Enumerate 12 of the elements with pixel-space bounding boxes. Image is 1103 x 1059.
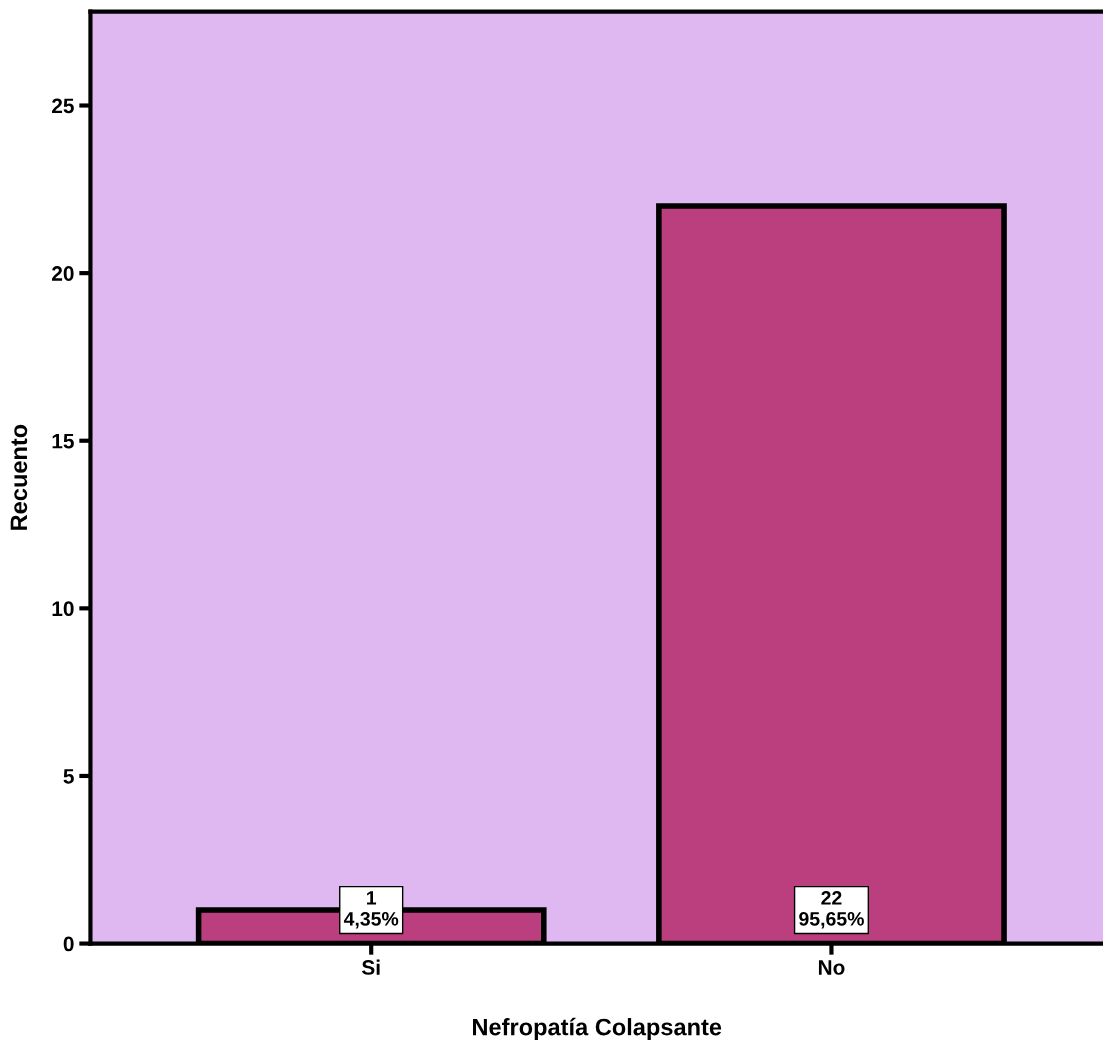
data-label: 1 4,35% xyxy=(343,891,399,929)
x-tick-label: No xyxy=(818,960,845,975)
y-tick-label: 5 xyxy=(63,769,74,784)
y-axis-title: Recuento xyxy=(10,424,28,530)
x-axis-title: Nefropatía Colapsante xyxy=(473,1017,722,1041)
y-tick-label: 20 xyxy=(52,266,74,281)
y-tick-label: 10 xyxy=(52,601,74,617)
data-label: 22 95,65% xyxy=(799,891,864,929)
y-tick-label: 25 xyxy=(52,98,74,114)
x-tick-label: Si xyxy=(361,959,380,975)
y-tick-label: 15 xyxy=(52,433,74,449)
y-tick-label: 0 xyxy=(63,936,74,952)
